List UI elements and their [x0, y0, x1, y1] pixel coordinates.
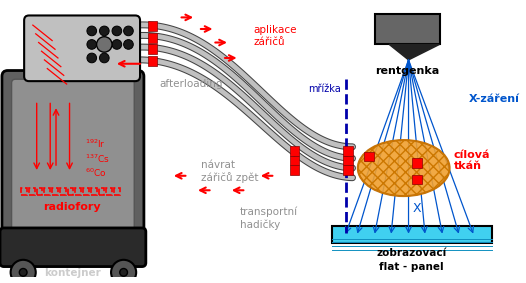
- Bar: [148, 44, 157, 54]
- Bar: [114, 188, 120, 195]
- Bar: [83, 188, 89, 195]
- Polygon shape: [389, 44, 439, 60]
- FancyBboxPatch shape: [2, 70, 144, 256]
- Bar: [29, 188, 35, 195]
- Circle shape: [112, 40, 122, 49]
- FancyBboxPatch shape: [12, 79, 134, 245]
- Text: $^{137}$Cs: $^{137}$Cs: [85, 152, 110, 165]
- Bar: [290, 156, 299, 165]
- Text: transportní
hadičky: transportní hadičky: [239, 207, 298, 230]
- Bar: [343, 156, 352, 165]
- Bar: [343, 146, 352, 156]
- Bar: [60, 188, 66, 195]
- Text: rentgenka: rentgenka: [376, 67, 440, 76]
- Bar: [98, 188, 104, 195]
- Circle shape: [87, 53, 97, 63]
- Circle shape: [11, 260, 36, 283]
- FancyBboxPatch shape: [0, 228, 146, 267]
- Text: zobrazovací: zobrazovací: [376, 248, 447, 258]
- Text: návrat
zářičů zpět: návrat zářičů zpět: [201, 160, 258, 183]
- Text: flat - panel: flat - panel: [379, 261, 444, 272]
- Circle shape: [99, 40, 109, 49]
- Bar: [332, 226, 492, 243]
- Bar: [412, 158, 422, 168]
- Circle shape: [19, 269, 27, 276]
- Text: $^{60}$Co: $^{60}$Co: [85, 167, 107, 179]
- Circle shape: [120, 269, 127, 276]
- Bar: [290, 146, 299, 156]
- Ellipse shape: [358, 140, 450, 196]
- Text: radiofory: radiofory: [44, 202, 101, 212]
- Bar: [343, 165, 352, 175]
- Bar: [148, 33, 157, 42]
- Circle shape: [87, 26, 97, 36]
- Text: kontejner: kontejner: [44, 268, 101, 278]
- Bar: [106, 188, 112, 195]
- Bar: [412, 175, 422, 185]
- Circle shape: [124, 26, 133, 36]
- Text: $^{192}$Ir: $^{192}$Ir: [85, 138, 106, 150]
- Bar: [148, 56, 157, 66]
- Bar: [290, 165, 299, 175]
- Bar: [21, 188, 27, 195]
- Circle shape: [112, 26, 122, 36]
- Bar: [37, 188, 43, 195]
- Bar: [375, 14, 440, 44]
- Bar: [75, 188, 81, 195]
- Bar: [68, 188, 74, 195]
- Circle shape: [124, 40, 133, 49]
- Bar: [44, 188, 50, 195]
- Bar: [148, 21, 157, 31]
- Circle shape: [99, 26, 109, 36]
- Text: aplikace
zářičů: aplikace zářičů: [253, 25, 297, 47]
- Bar: [364, 152, 374, 161]
- Circle shape: [97, 37, 112, 52]
- FancyBboxPatch shape: [24, 16, 140, 81]
- Text: X-záření: X-záření: [469, 93, 519, 104]
- Circle shape: [111, 260, 136, 283]
- Text: X: X: [413, 202, 421, 215]
- Text: cílová
tkáň: cílová tkáň: [454, 149, 490, 171]
- Circle shape: [87, 40, 97, 49]
- Text: mřížka: mřížka: [308, 84, 341, 94]
- Bar: [52, 188, 58, 195]
- Circle shape: [99, 53, 109, 63]
- Text: afterloading: afterloading: [159, 79, 223, 89]
- Bar: [91, 188, 97, 195]
